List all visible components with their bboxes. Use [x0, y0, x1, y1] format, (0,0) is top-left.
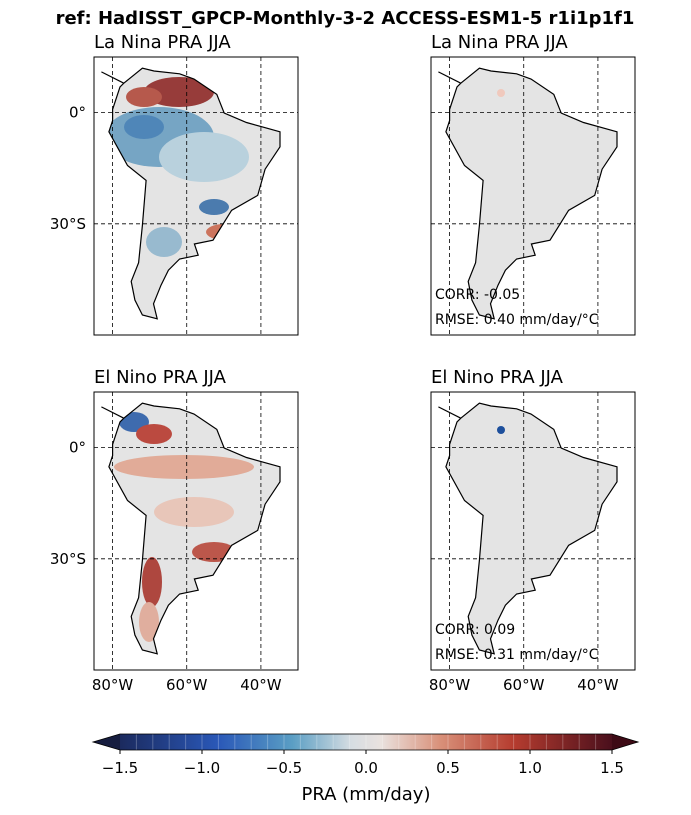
central-america — [438, 406, 462, 419]
land — [108, 68, 281, 319]
colorbar-tick-label: 0.0 — [354, 759, 378, 777]
anomaly-spot — [497, 89, 505, 97]
map-frame — [93, 56, 299, 336]
map-panel: La Nina PRA JJA CORR: -0.05 RMSE: 0.40 mm/… — [430, 32, 636, 336]
anomaly-spot — [497, 426, 505, 434]
colorbar-tick-label: 1.0 — [518, 759, 542, 777]
x-tick-label: 60°W — [503, 676, 545, 694]
colorbar-tick-label: −1.0 — [184, 759, 220, 777]
panel-title: La Nina PRA JJA — [94, 32, 231, 53]
annotation: RMSE: 0.31 mm/day/°C — [435, 647, 599, 663]
central-america — [101, 71, 125, 84]
x-tick-label: 40°W — [240, 676, 282, 694]
land — [445, 403, 617, 654]
colorbar-extend-high — [612, 734, 638, 750]
central-america — [438, 71, 462, 84]
colorbar-body — [120, 734, 612, 750]
figure-title: ref: HadISST_GPCP-Monthly-3-2 ACCESS-ESM… — [56, 8, 635, 29]
annotation: CORR: 0.09 — [435, 622, 515, 638]
x-tick-label: 80°W — [92, 676, 134, 694]
colorbar-tick-label: −0.5 — [266, 759, 302, 777]
colorbar-tick-label: 0.5 — [436, 759, 460, 777]
land — [108, 403, 281, 654]
annotation: RMSE: 0.40 mm/day/°C — [435, 312, 599, 328]
colorbar: −1.5 −1.0 −0.5 0.0 0.5 1.0 1.5 PRA (mm/day) — [91, 733, 640, 805]
panel-title: El Nino PRA JJA — [94, 367, 227, 388]
x-tick-label: 40°W — [577, 676, 619, 694]
colorbar-label: PRA (mm/day) — [302, 784, 431, 805]
colorbar-tick-label: −1.5 — [102, 759, 138, 777]
land — [445, 68, 617, 319]
map-panel: La Nina PRA JJA 0° 30°S — [50, 32, 299, 336]
y-tick-label: 30°S — [50, 550, 86, 568]
y-tick-label: 0° — [69, 439, 86, 457]
map-panel: El Nino PRA JJA 80°W 60°W 40°W CORR: 0.09 RMS… — [429, 367, 636, 694]
map-frame — [430, 391, 636, 671]
colorbar-extend-low — [93, 734, 120, 750]
x-tick-label: 80°W — [429, 676, 471, 694]
y-tick-label: 0° — [69, 104, 86, 122]
map-panel: El Nino PRA JJA 80°W 60°W 40°W 0° 30°S — [50, 367, 299, 694]
map-frame — [93, 391, 299, 671]
panel-title: La Nina PRA JJA — [431, 32, 568, 53]
map-frame — [430, 56, 636, 336]
colorbar-tick-label: 1.5 — [600, 759, 624, 777]
central-america — [101, 406, 125, 419]
annotation: CORR: -0.05 — [435, 287, 520, 303]
y-tick-label: 30°S — [50, 215, 86, 233]
x-tick-label: 60°W — [166, 676, 208, 694]
panel-title: El Nino PRA JJA — [431, 367, 564, 388]
